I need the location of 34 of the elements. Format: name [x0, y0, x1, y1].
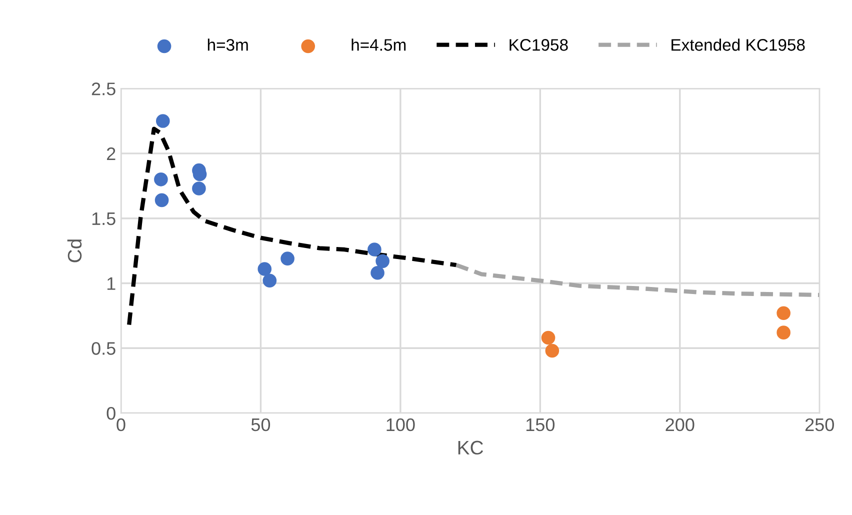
x-tick-label: 100 — [386, 418, 415, 432]
point — [280, 252, 294, 266]
point — [154, 172, 168, 186]
point — [545, 344, 560, 358]
line-series — [127, 126, 458, 327]
legend-label: h=3m — [208, 38, 248, 51]
x-tick-label: 250 — [805, 418, 834, 432]
legend-label: KC1958 — [510, 39, 568, 51]
x-tick-label: 200 — [666, 418, 694, 432]
y-tick-label: 2.5 — [92, 82, 116, 96]
legend-label: Extended KC1958 — [672, 38, 805, 51]
point — [156, 114, 170, 128]
point — [192, 182, 206, 196]
point — [370, 266, 384, 280]
x-tick-label: 0 — [116, 418, 126, 432]
point — [368, 242, 382, 256]
point — [541, 330, 556, 345]
point — [262, 274, 277, 288]
point — [776, 326, 790, 340]
y-tick-label: 2 — [106, 147, 116, 160]
point — [776, 306, 790, 320]
x-tick-label: 150 — [526, 418, 555, 432]
y-tick-label: 0.5 — [92, 342, 116, 355]
legend-label: h=4.5m — [352, 38, 406, 51]
y-tick-label: 1 — [107, 277, 116, 290]
point — [376, 254, 390, 268]
y-axis-title: Cd — [67, 240, 82, 262]
x-axis-title: KC — [458, 440, 484, 455]
y-tick-label: 1.5 — [92, 212, 116, 226]
point — [154, 193, 169, 208]
line-series — [454, 262, 820, 298]
y-tick-label: 0 — [106, 406, 116, 420]
x-tick-label: 50 — [251, 418, 270, 432]
point — [258, 262, 272, 276]
